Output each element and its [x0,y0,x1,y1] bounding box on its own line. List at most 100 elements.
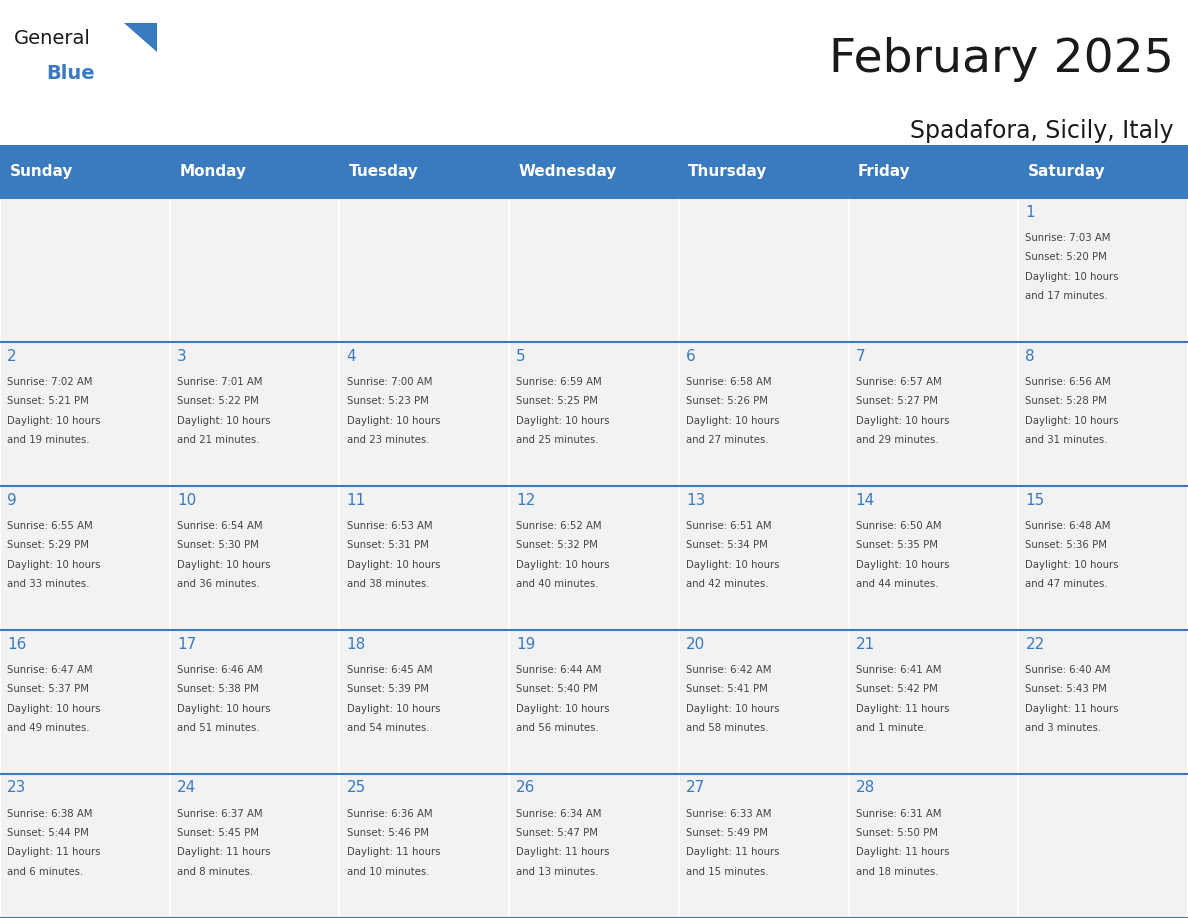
Text: Sunday: Sunday [10,164,72,179]
Bar [340,198,510,342]
Text: 11: 11 [347,493,366,508]
Text: 8: 8 [1025,349,1035,364]
Bar [170,774,340,918]
Text: Sunset: 5:25 PM: Sunset: 5:25 PM [517,397,599,407]
Bar [1018,774,1188,918]
Bar [510,774,678,918]
Bar [678,487,848,630]
Text: Daylight: 10 hours: Daylight: 10 hours [855,416,949,426]
Text: and 54 minutes.: and 54 minutes. [347,722,429,733]
Text: Sunrise: 7:03 AM: Sunrise: 7:03 AM [1025,233,1111,243]
Text: Sunrise: 6:38 AM: Sunrise: 6:38 AM [7,809,93,819]
Text: Daylight: 10 hours: Daylight: 10 hours [517,560,609,569]
Text: Daylight: 10 hours: Daylight: 10 hours [7,703,101,713]
Text: Tuesday: Tuesday [349,164,418,179]
Text: 25: 25 [347,780,366,796]
Text: Sunrise: 6:44 AM: Sunrise: 6:44 AM [517,665,602,675]
Text: and 56 minutes.: and 56 minutes. [517,722,599,733]
Text: 4: 4 [347,349,356,364]
Text: 24: 24 [177,780,196,796]
Bar [848,198,1018,342]
Text: Sunrise: 6:42 AM: Sunrise: 6:42 AM [685,665,771,675]
Text: Sunrise: 6:46 AM: Sunrise: 6:46 AM [177,665,263,675]
Text: Daylight: 10 hours: Daylight: 10 hours [1025,560,1119,569]
Bar [340,774,510,918]
Text: Daylight: 11 hours: Daylight: 11 hours [177,847,271,857]
Text: Daylight: 10 hours: Daylight: 10 hours [517,703,609,713]
Text: Daylight: 10 hours: Daylight: 10 hours [347,703,440,713]
Bar [678,774,848,918]
Bar [170,342,340,487]
Bar [1018,630,1188,774]
Text: 15: 15 [1025,493,1044,508]
Bar [0,487,170,630]
Bar [1018,198,1188,342]
Text: Daylight: 10 hours: Daylight: 10 hours [517,416,609,426]
Text: Sunset: 5:20 PM: Sunset: 5:20 PM [1025,252,1107,263]
Text: 16: 16 [7,636,26,652]
Text: 26: 26 [517,780,536,796]
Text: Sunset: 5:23 PM: Sunset: 5:23 PM [347,397,429,407]
Text: February 2025: February 2025 [829,37,1174,82]
Text: Sunset: 5:22 PM: Sunset: 5:22 PM [177,397,259,407]
Text: Sunrise: 6:48 AM: Sunrise: 6:48 AM [1025,521,1111,531]
Text: Sunrise: 6:45 AM: Sunrise: 6:45 AM [347,665,432,675]
Text: and 44 minutes.: and 44 minutes. [855,579,939,588]
Bar [848,342,1018,487]
Text: 21: 21 [855,636,874,652]
Text: Sunrise: 6:41 AM: Sunrise: 6:41 AM [855,665,941,675]
Text: Sunrise: 6:52 AM: Sunrise: 6:52 AM [517,521,602,531]
Text: Daylight: 10 hours: Daylight: 10 hours [7,416,101,426]
Bar [0,198,170,342]
Text: Daylight: 11 hours: Daylight: 11 hours [855,847,949,857]
Bar [0,342,170,487]
Text: and 18 minutes.: and 18 minutes. [855,867,939,877]
Text: Sunset: 5:50 PM: Sunset: 5:50 PM [855,828,937,838]
Text: Sunrise: 6:31 AM: Sunrise: 6:31 AM [855,809,941,819]
Text: 18: 18 [347,636,366,652]
Text: and 1 minute.: and 1 minute. [855,722,927,733]
Text: Daylight: 11 hours: Daylight: 11 hours [1025,703,1119,713]
Text: Sunrise: 6:51 AM: Sunrise: 6:51 AM [685,521,772,531]
Text: Sunset: 5:36 PM: Sunset: 5:36 PM [1025,541,1107,550]
Text: Sunrise: 6:37 AM: Sunrise: 6:37 AM [177,809,263,819]
Text: Sunrise: 6:54 AM: Sunrise: 6:54 AM [177,521,263,531]
Text: Sunset: 5:42 PM: Sunset: 5:42 PM [855,684,937,694]
Text: 3: 3 [177,349,187,364]
Bar [510,342,678,487]
Text: and 42 minutes.: and 42 minutes. [685,579,769,588]
Text: 12: 12 [517,493,536,508]
Bar [170,630,340,774]
Text: and 31 minutes.: and 31 minutes. [1025,435,1108,445]
Text: Daylight: 10 hours: Daylight: 10 hours [685,703,779,713]
Bar [510,487,678,630]
Text: Daylight: 11 hours: Daylight: 11 hours [517,847,609,857]
Text: Sunrise: 6:36 AM: Sunrise: 6:36 AM [347,809,432,819]
Text: and 8 minutes.: and 8 minutes. [177,867,253,877]
Text: Blue: Blue [46,64,95,83]
Bar [0,630,170,774]
Text: Daylight: 11 hours: Daylight: 11 hours [855,703,949,713]
Text: Daylight: 10 hours: Daylight: 10 hours [347,416,440,426]
Text: Sunset: 5:37 PM: Sunset: 5:37 PM [7,684,89,694]
Text: Sunrise: 7:00 AM: Sunrise: 7:00 AM [347,377,432,387]
Text: Wednesday: Wednesday [519,164,617,179]
Text: Daylight: 10 hours: Daylight: 10 hours [7,560,101,569]
Text: Daylight: 10 hours: Daylight: 10 hours [177,703,271,713]
Text: Sunrise: 6:58 AM: Sunrise: 6:58 AM [685,377,772,387]
Text: and 13 minutes.: and 13 minutes. [517,867,599,877]
Text: and 23 minutes.: and 23 minutes. [347,435,429,445]
Bar [510,198,678,342]
Text: Sunset: 5:49 PM: Sunset: 5:49 PM [685,828,767,838]
Polygon shape [124,23,157,52]
Text: and 47 minutes.: and 47 minutes. [1025,579,1108,588]
Text: 14: 14 [855,493,874,508]
Bar [170,487,340,630]
Bar [510,630,678,774]
Text: Daylight: 10 hours: Daylight: 10 hours [685,416,779,426]
Text: Spadafora, Sicily, Italy: Spadafora, Sicily, Italy [910,119,1174,143]
Bar [0,774,170,918]
Text: Daylight: 11 hours: Daylight: 11 hours [7,847,101,857]
Text: Sunset: 5:34 PM: Sunset: 5:34 PM [685,541,767,550]
Text: 17: 17 [177,636,196,652]
